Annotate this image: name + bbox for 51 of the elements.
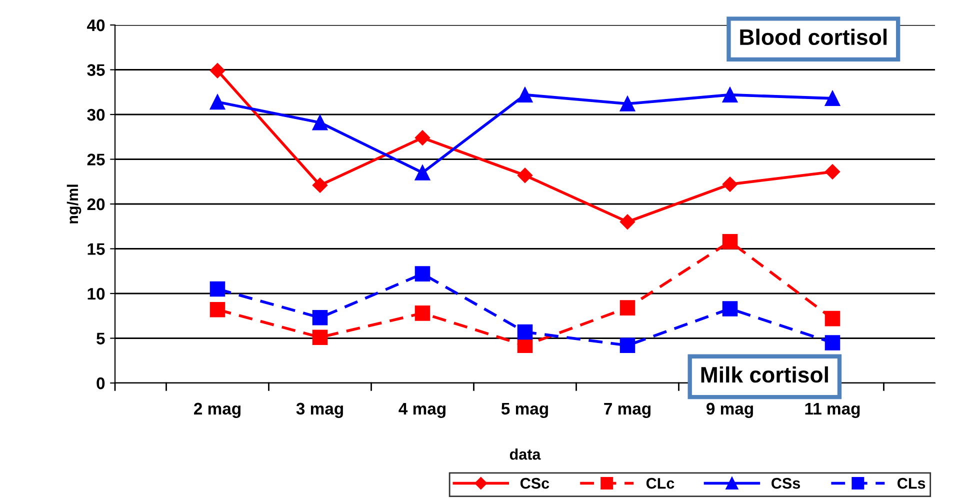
y-tick-label: 10 — [88, 288, 105, 300]
point — [722, 176, 738, 192]
point — [722, 301, 738, 316]
legend-label: CLc — [646, 478, 674, 489]
x-tick-label: 11 mag — [805, 402, 860, 418]
annotation: Milk cortisol — [701, 366, 828, 383]
x-tick-label: 2 mag — [194, 402, 240, 418]
point — [312, 114, 328, 130]
y-tick-label: 40 — [86, 19, 105, 32]
point — [722, 87, 738, 102]
point — [210, 94, 226, 110]
point — [414, 165, 430, 180]
x-tick-label: 4 mag — [398, 402, 446, 418]
point — [824, 310, 840, 326]
point — [722, 234, 738, 250]
point — [824, 164, 840, 180]
y-tick-label: 25 — [87, 154, 105, 166]
y-tick-label: 15 — [88, 243, 105, 255]
point — [620, 338, 636, 354]
annotation: Blood cortisol — [740, 28, 887, 46]
legend-label: CSc — [520, 478, 550, 489]
y-tick-label: 20 — [87, 198, 105, 210]
point — [620, 300, 636, 316]
point — [414, 306, 430, 321]
point — [517, 87, 533, 102]
point — [414, 130, 430, 146]
point — [312, 310, 328, 326]
y-tick-label: 30 — [87, 108, 105, 121]
point — [210, 63, 226, 78]
y-tick-label: 5 — [96, 332, 105, 344]
x-tick-label: 7 mag — [604, 402, 650, 418]
point — [210, 281, 226, 297]
point — [210, 302, 226, 318]
y-axis-title: ng/ml — [66, 184, 82, 224]
legend-label: CSs — [772, 478, 800, 489]
x-tick-label: 5 mag — [501, 402, 548, 418]
point — [824, 335, 840, 350]
x-tick-label: 9 mag — [706, 402, 753, 418]
point — [824, 90, 840, 106]
x-tick-label: 3 mag — [296, 402, 343, 418]
legend-label: CLs — [898, 478, 926, 489]
point — [620, 96, 636, 112]
point — [414, 266, 430, 282]
y-tick-label: 35 — [87, 64, 105, 76]
x-axis-title: data — [510, 448, 541, 460]
point — [312, 178, 328, 193]
point — [517, 324, 533, 340]
point — [620, 214, 636, 230]
y-tick-label: 0 — [96, 377, 105, 390]
point — [312, 330, 328, 345]
point — [517, 168, 533, 183]
